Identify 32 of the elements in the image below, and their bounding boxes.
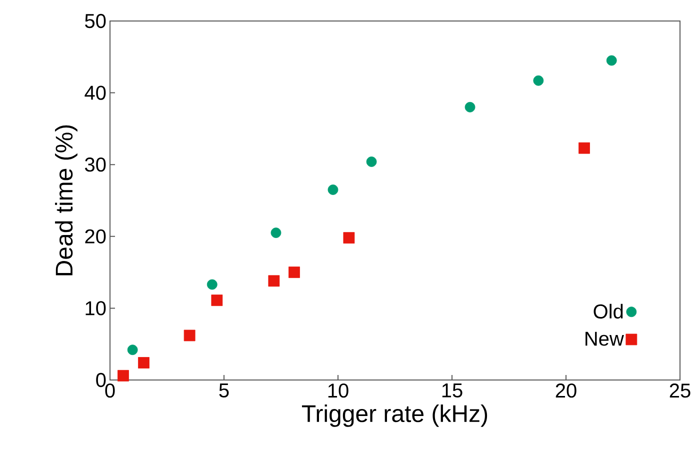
point — [366, 156, 377, 167]
point — [270, 228, 282, 238]
point — [138, 357, 150, 368]
y-tick-label: 50 — [85, 14, 106, 28]
point — [184, 330, 196, 342]
point — [268, 275, 280, 287]
y-tick-label: 30 — [85, 158, 106, 172]
y-tick-label: 10 — [86, 301, 106, 316]
point — [343, 232, 355, 244]
y-axis-title: Dead time (%) — [55, 125, 78, 276]
point — [118, 370, 129, 382]
point — [533, 75, 544, 86]
x-tick-label: 0 — [105, 384, 115, 398]
x-tick-label: 20 — [556, 384, 576, 398]
x-tick-label: 15 — [442, 384, 462, 398]
x-axis-title: Trigger rate (kHz) — [302, 404, 488, 427]
point — [127, 344, 138, 356]
y-tick-label: 0 — [96, 372, 106, 388]
point — [211, 294, 223, 306]
y-tick-label: 20 — [85, 229, 106, 244]
point — [206, 279, 218, 290]
x-tick-label: 25 — [670, 384, 690, 398]
x-tick-label: 5 — [219, 384, 229, 398]
point — [606, 55, 617, 66]
point — [288, 266, 300, 278]
x-tick-label: 10 — [328, 384, 348, 398]
legend-label: Old — [594, 304, 623, 319]
point — [464, 102, 476, 112]
point — [578, 142, 590, 154]
point — [328, 184, 338, 195]
legend-label: New — [586, 332, 624, 346]
y-tick-label: 40 — [84, 86, 106, 100]
